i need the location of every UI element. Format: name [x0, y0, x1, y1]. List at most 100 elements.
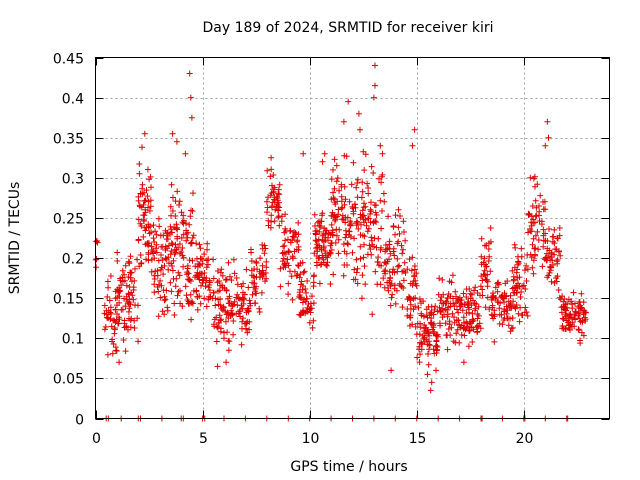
- data-point: [287, 227, 294, 234]
- data-point: [271, 218, 278, 225]
- data-point: [148, 268, 155, 275]
- data-point: [400, 218, 407, 225]
- data-point: [539, 263, 546, 270]
- data-point: [199, 277, 206, 284]
- data-point: [136, 161, 143, 167]
- data-point: [416, 359, 423, 366]
- data-point: [361, 241, 367, 248]
- data-point: [126, 315, 132, 322]
- data-point: [418, 346, 425, 353]
- data-point: [492, 284, 499, 291]
- data-point: [174, 188, 181, 195]
- data-point: [206, 287, 213, 294]
- data-point: [246, 297, 253, 304]
- data-point: [263, 198, 270, 205]
- data-point: [169, 267, 176, 274]
- data-point: [157, 266, 164, 273]
- data-point: [352, 204, 359, 211]
- data-point: [352, 276, 359, 283]
- data-point: [154, 284, 161, 290]
- data-point: [170, 257, 177, 264]
- data-point: [384, 279, 391, 286]
- data-point: [197, 300, 204, 307]
- data-point: [529, 264, 536, 271]
- data-point: [408, 267, 415, 274]
- data-point: [372, 62, 378, 69]
- data-point: [372, 268, 379, 275]
- data-point: [198, 282, 204, 289]
- data-point: [576, 309, 583, 316]
- data-point: [285, 236, 291, 243]
- data-point: [456, 339, 463, 346]
- data-point: [183, 220, 189, 227]
- data-point: [430, 346, 437, 353]
- data-point: [315, 236, 322, 243]
- data-point: [390, 223, 397, 229]
- data-point: [248, 246, 254, 253]
- data-point: [411, 126, 418, 133]
- data-point: [107, 309, 114, 316]
- data-point: [189, 235, 196, 241]
- data-point: [460, 319, 467, 326]
- y-tick-labels: 0 0.05 0.1 0.15 0.2 0.25 0.3 0.35 0.4 0.45: [53, 52, 84, 429]
- data-point: [325, 230, 332, 237]
- data-point: [187, 213, 194, 220]
- data-point: [533, 212, 540, 219]
- data-point: [122, 303, 129, 310]
- data-point: [509, 267, 516, 274]
- data-point: [261, 242, 268, 249]
- data-point: [458, 331, 465, 338]
- data-point: [368, 163, 375, 170]
- data-point: [471, 287, 477, 294]
- data-point: [215, 301, 222, 308]
- data-point: [448, 324, 455, 331]
- data-point: [190, 190, 196, 197]
- data-point: [349, 249, 356, 256]
- axis-ticks: [95, 57, 610, 420]
- data-point: [225, 347, 232, 354]
- data-point: [126, 305, 133, 312]
- y-tick-label: 0: [75, 413, 84, 429]
- data-point: [157, 277, 164, 284]
- data-point: [409, 282, 416, 289]
- data-point: [189, 257, 196, 264]
- data-point: [116, 316, 123, 323]
- data-point: [364, 228, 371, 235]
- data-point: [361, 167, 368, 174]
- data-point: [204, 240, 211, 247]
- data-point: [216, 312, 223, 319]
- data-point: [518, 289, 525, 295]
- data-point: [528, 254, 535, 261]
- data-point: [229, 302, 236, 309]
- data-point: [478, 253, 485, 260]
- data-point: [431, 307, 438, 313]
- data-point: [153, 245, 159, 252]
- data-point: [139, 144, 145, 151]
- data-point: [322, 250, 329, 257]
- data-point: [387, 274, 394, 281]
- data-point: [343, 153, 350, 160]
- data-point: [330, 166, 336, 173]
- data-point: [296, 274, 303, 281]
- data-point: [396, 262, 403, 269]
- data-point: [540, 226, 547, 233]
- data-point: [489, 294, 496, 300]
- data-point: [430, 311, 437, 318]
- data-point: [542, 237, 549, 244]
- data-point: [137, 252, 144, 258]
- data-point: [368, 251, 375, 258]
- data-point: [395, 263, 401, 270]
- data-point: [331, 185, 338, 192]
- data-point: [218, 316, 225, 323]
- data-point: [505, 322, 512, 329]
- data-point: [303, 295, 310, 302]
- data-point: [278, 218, 285, 225]
- data-point: [243, 309, 250, 316]
- data-point: [428, 321, 435, 327]
- data-point: [259, 262, 266, 269]
- data-point: [221, 329, 227, 336]
- data-point: [447, 332, 454, 339]
- data-point: [321, 150, 328, 157]
- data-point: [171, 246, 178, 253]
- data-point: [387, 250, 394, 257]
